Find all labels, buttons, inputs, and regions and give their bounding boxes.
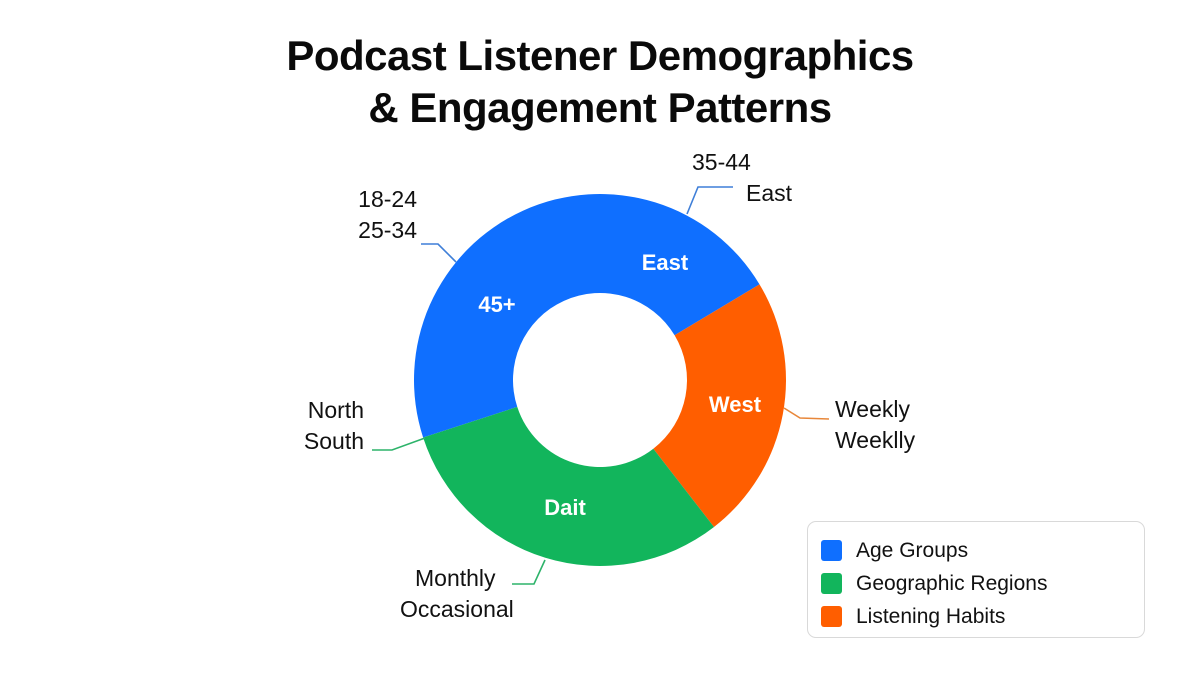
- donut-slice-geographic-regions: [423, 406, 715, 566]
- legend-swatch-green: [821, 573, 842, 594]
- legend-label: Age Groups: [856, 538, 969, 562]
- legend-swatch-blue: [821, 540, 842, 561]
- legend-label: Geographic Regions: [856, 571, 1048, 595]
- leader-lines: [372, 186, 830, 585]
- callout-region-north-south: North South: [250, 395, 364, 457]
- callout-monthly-occasional: Monthly Occasional: [400, 563, 580, 625]
- callout-text: 25-34: [358, 217, 417, 243]
- chart-title-line-2: & Engagement Patterns: [368, 84, 832, 131]
- leader-line-top-right: [686, 186, 733, 215]
- donut-slice-age-groups: [414, 194, 760, 438]
- slice-labels: 45+ East West Dait: [478, 250, 761, 520]
- leader-line-top-left: [421, 243, 457, 263]
- legend-swatch-orange: [821, 606, 842, 627]
- donut-slice-listening-habits: [653, 284, 787, 527]
- leader-line-bottom-left: [512, 559, 546, 585]
- callout-text: Weeklly: [835, 427, 916, 453]
- callout-age-35-44: 35-44 East: [692, 147, 832, 209]
- slice-label-west: West: [709, 392, 762, 417]
- callout-text: Occasional: [400, 596, 514, 622]
- callout-text: North: [307, 397, 364, 423]
- callout-text: East: [746, 180, 793, 206]
- leader-line-left: [372, 437, 426, 451]
- callout-text: 35-44: [692, 149, 751, 175]
- chart-title: Podcast Listener Demographics & Engageme…: [0, 30, 1200, 134]
- slice-label-east: East: [642, 250, 689, 275]
- callout-text: Weekly: [835, 396, 910, 422]
- callout-listening-weekly: Weekly Weeklly: [835, 394, 975, 456]
- chart-title-line-1: Podcast Listener Demographics: [286, 32, 914, 79]
- legend-item-age-groups: Age Groups: [821, 534, 1144, 567]
- callout-age-18-34: 18-24 25-34: [300, 184, 417, 246]
- chart-legend: Age Groups Geographic Regions Listening …: [807, 521, 1145, 638]
- legend-item-listening-habits: Listening Habits: [821, 600, 1144, 633]
- donut-slices: [414, 194, 787, 566]
- legend-label: Listening Habits: [856, 604, 1006, 628]
- callout-text: 18-24: [358, 186, 417, 212]
- slice-label-45plus: 45+: [478, 292, 515, 317]
- callout-text: Monthly: [415, 565, 496, 591]
- leader-line-right: [783, 407, 830, 420]
- legend-item-geographic-regions: Geographic Regions: [821, 567, 1144, 600]
- callout-text: South: [303, 428, 364, 454]
- slice-label-dait: Dait: [544, 495, 586, 520]
